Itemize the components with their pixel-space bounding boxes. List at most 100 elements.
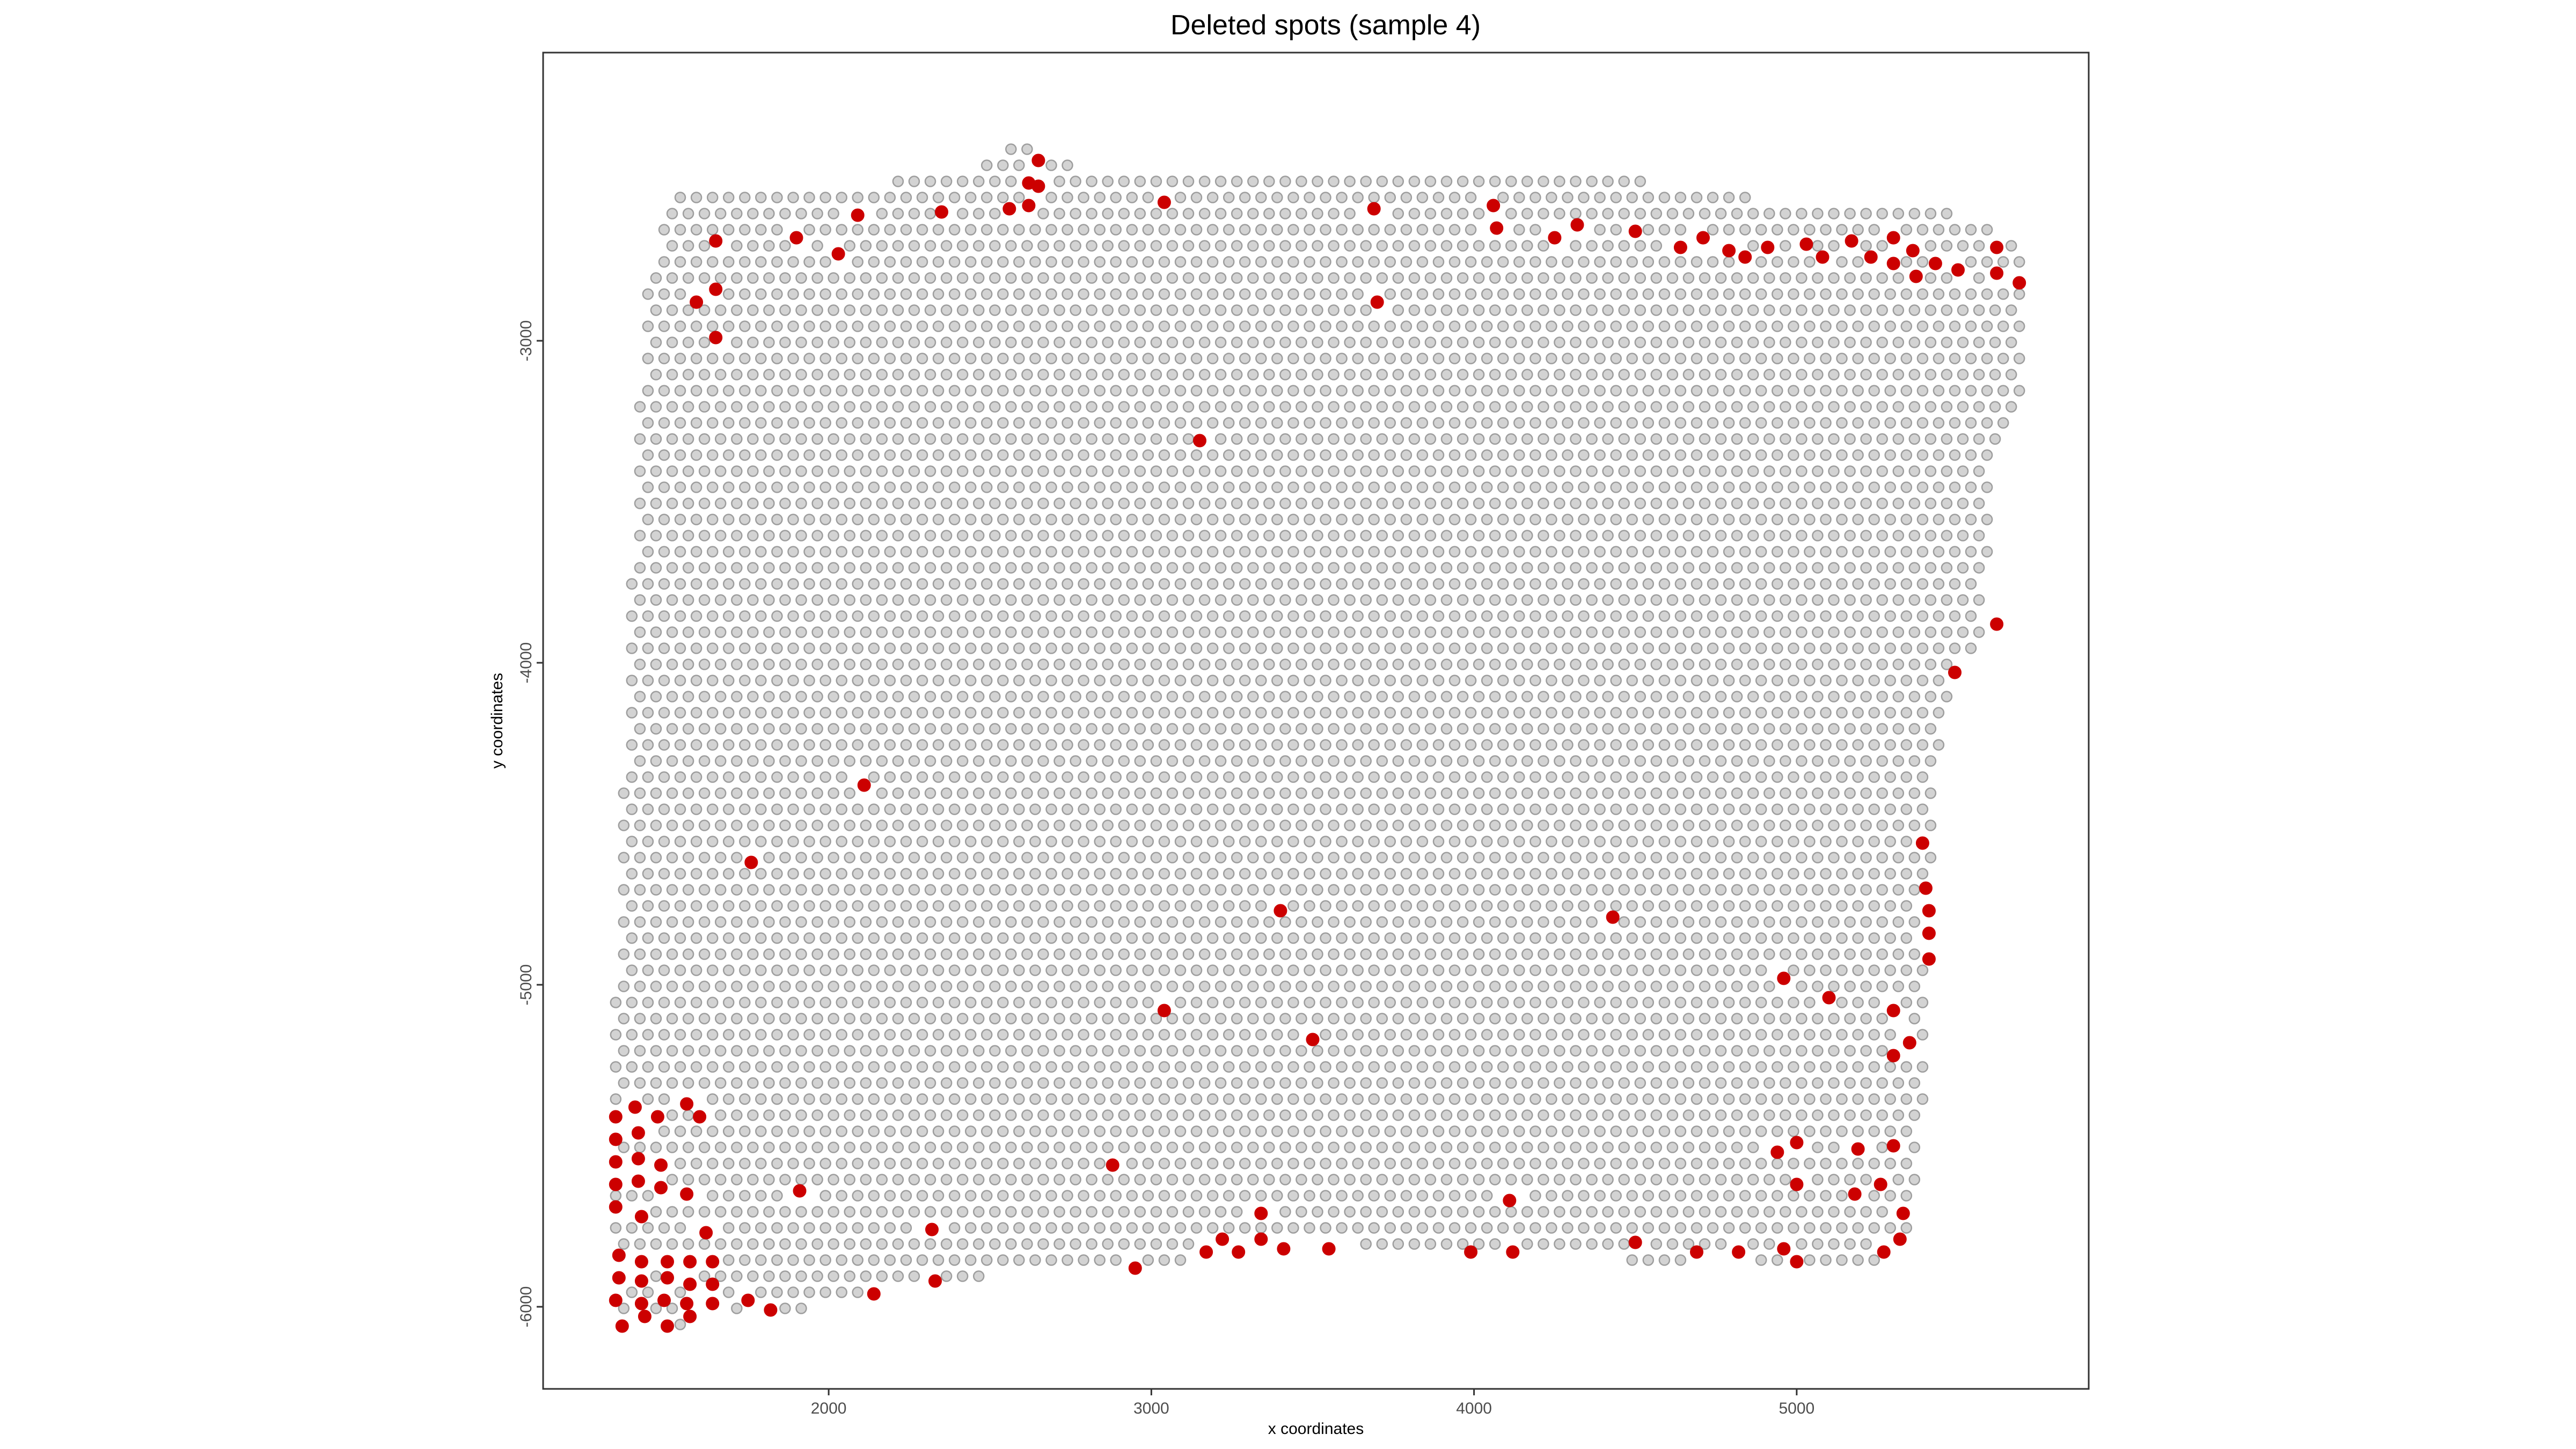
kept-spot — [1602, 852, 1614, 863]
kept-spot — [1690, 1158, 1703, 1169]
kept-spot — [1723, 997, 1735, 1008]
kept-spot — [722, 514, 735, 525]
kept-spot — [1755, 900, 1767, 912]
kept-spot — [900, 900, 912, 912]
kept-spot — [1118, 272, 1130, 284]
kept-spot — [1158, 675, 1170, 686]
kept-spot — [666, 658, 678, 670]
kept-spot — [1070, 594, 1081, 606]
kept-spot — [819, 836, 831, 847]
kept-spot — [1062, 417, 1073, 429]
kept-spot — [1320, 353, 1331, 364]
kept-spot — [836, 546, 847, 558]
kept-spot — [1158, 868, 1170, 880]
kept-spot — [1723, 417, 1735, 429]
kept-spot — [1820, 481, 1832, 493]
kept-spot — [1432, 578, 1445, 590]
kept-spot — [1376, 1013, 1388, 1024]
kept-spot — [779, 208, 791, 219]
kept-spot — [1352, 642, 1364, 654]
kept-spot — [1570, 948, 1582, 960]
kept-spot — [1924, 208, 1937, 219]
kept-spot — [1780, 304, 1791, 316]
kept-spot — [1126, 1158, 1138, 1169]
kept-spot — [1513, 417, 1525, 429]
kept-spot — [1844, 884, 1856, 896]
kept-spot — [1521, 626, 1533, 638]
kept-spot — [1812, 626, 1824, 638]
kept-spot — [666, 787, 678, 799]
kept-spot — [1037, 401, 1049, 413]
kept-spot — [1182, 240, 1195, 252]
kept-spot — [1731, 1109, 1743, 1121]
kept-spot — [1070, 658, 1081, 670]
kept-spot — [876, 916, 888, 928]
kept-spot — [1562, 578, 1574, 590]
kept-spot — [714, 723, 727, 735]
kept-spot — [1190, 707, 1203, 719]
kept-spot — [1416, 836, 1429, 847]
kept-spot — [787, 320, 799, 332]
kept-spot — [1690, 964, 1703, 976]
kept-spot — [690, 1158, 702, 1169]
kept-spot — [1344, 1045, 1356, 1057]
kept-spot — [747, 626, 759, 638]
kept-spot — [1513, 224, 1525, 236]
kept-spot — [763, 980, 775, 992]
kept-spot — [1182, 530, 1195, 541]
kept-spot — [1739, 385, 1751, 397]
kept-spot — [1602, 465, 1614, 477]
kept-spot — [650, 562, 662, 574]
kept-spot — [1796, 530, 1807, 541]
kept-spot — [1013, 707, 1025, 719]
kept-spot — [755, 932, 767, 944]
kept-spot — [1465, 771, 1477, 783]
kept-spot — [1554, 530, 1565, 541]
kept-spot — [1513, 288, 1525, 300]
kept-spot — [1142, 546, 1154, 558]
kept-spot — [1908, 916, 1921, 928]
kept-spot — [964, 610, 977, 622]
kept-spot — [1505, 819, 1517, 831]
kept-spot — [1981, 417, 1993, 429]
kept-spot — [1674, 642, 1687, 654]
kept-spot — [1682, 980, 1695, 992]
kept-spot — [1110, 997, 1122, 1008]
kept-spot — [658, 1125, 670, 1137]
kept-spot — [1328, 1141, 1340, 1153]
kept-spot — [1900, 803, 1913, 815]
kept-spot — [1892, 1077, 1905, 1089]
kept-spot — [1682, 304, 1695, 316]
kept-spot — [1158, 964, 1170, 976]
kept-spot — [1715, 497, 1727, 509]
kept-spot — [1570, 562, 1582, 574]
kept-spot — [787, 932, 799, 944]
kept-spot — [964, 932, 977, 944]
kept-spot — [795, 948, 807, 960]
kept-spot — [1304, 1093, 1315, 1105]
kept-spot — [828, 1013, 839, 1024]
kept-spot — [1723, 1029, 1735, 1041]
kept-spot — [997, 481, 1009, 493]
kept-spot — [1053, 175, 1065, 187]
kept-spot — [819, 449, 831, 461]
kept-spot — [1763, 980, 1775, 992]
kept-spot — [1408, 1077, 1421, 1089]
kept-spot — [1005, 1013, 1017, 1024]
kept-spot — [1206, 675, 1219, 686]
kept-spot — [1554, 658, 1565, 670]
kept-spot — [1190, 964, 1203, 976]
kept-spot — [634, 1141, 646, 1153]
kept-spot — [1642, 1093, 1655, 1105]
kept-spot — [1602, 1013, 1614, 1024]
kept-spot — [1731, 626, 1743, 638]
kept-spot — [811, 852, 823, 863]
kept-spot — [1376, 336, 1388, 348]
kept-spot — [755, 320, 767, 332]
kept-spot — [1344, 948, 1356, 960]
kept-spot — [1279, 304, 1291, 316]
kept-spot — [1053, 304, 1065, 316]
kept-spot — [819, 1125, 831, 1137]
kept-spot — [755, 1029, 767, 1041]
kept-spot — [1699, 787, 1711, 799]
